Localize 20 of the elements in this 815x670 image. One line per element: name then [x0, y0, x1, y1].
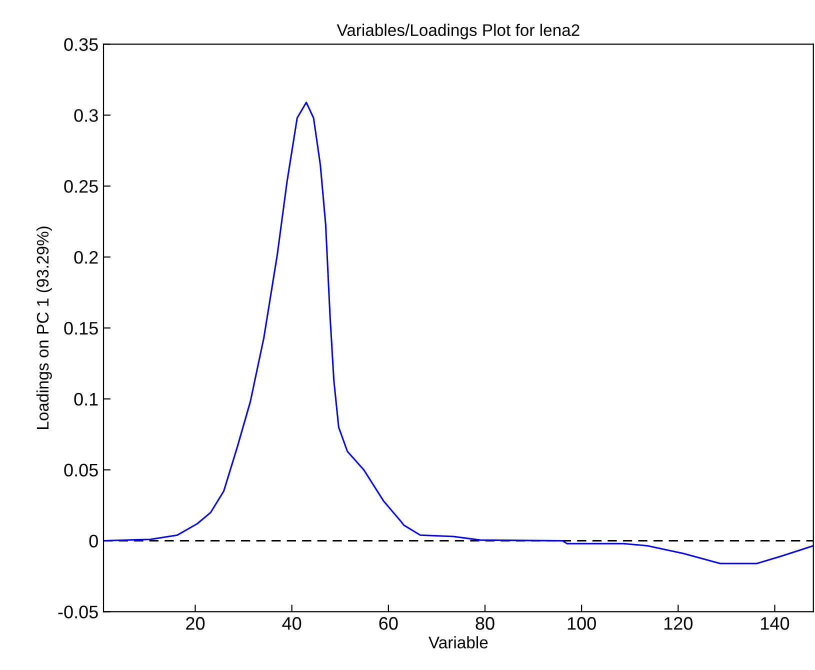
y-axis-title: Loadings on PC 1 (93.29%): [36, 226, 52, 429]
line-series: [104, 102, 814, 564]
y-tick-label: 0: [89, 534, 98, 548]
x-tick-label: 120: [664, 617, 693, 630]
x-tick-label: 100: [568, 617, 596, 630]
x-tick-label: 40: [282, 617, 302, 630]
x-tick-label: 20: [186, 617, 205, 630]
x-axis-title: Variable: [428, 636, 488, 648]
y-tick-label: -0.05: [58, 606, 98, 618]
x-tick-label: 80: [476, 617, 494, 630]
y-tick-label: 0.2: [74, 250, 98, 264]
y-tick-label: 0.05: [64, 464, 98, 477]
y-tick-label: 0.3: [74, 109, 98, 122]
y-tick-label: 0.35: [64, 38, 98, 51]
x-tick-label: 140: [761, 617, 790, 630]
chart-title: Variables/Loadings Plot for lena2: [336, 24, 580, 40]
x-tick-label: 60: [379, 617, 398, 630]
y-tick-label: 0.15: [64, 322, 98, 335]
y-tick-label: 0.25: [64, 180, 98, 193]
y-tick-label: 0.1: [74, 392, 98, 406]
